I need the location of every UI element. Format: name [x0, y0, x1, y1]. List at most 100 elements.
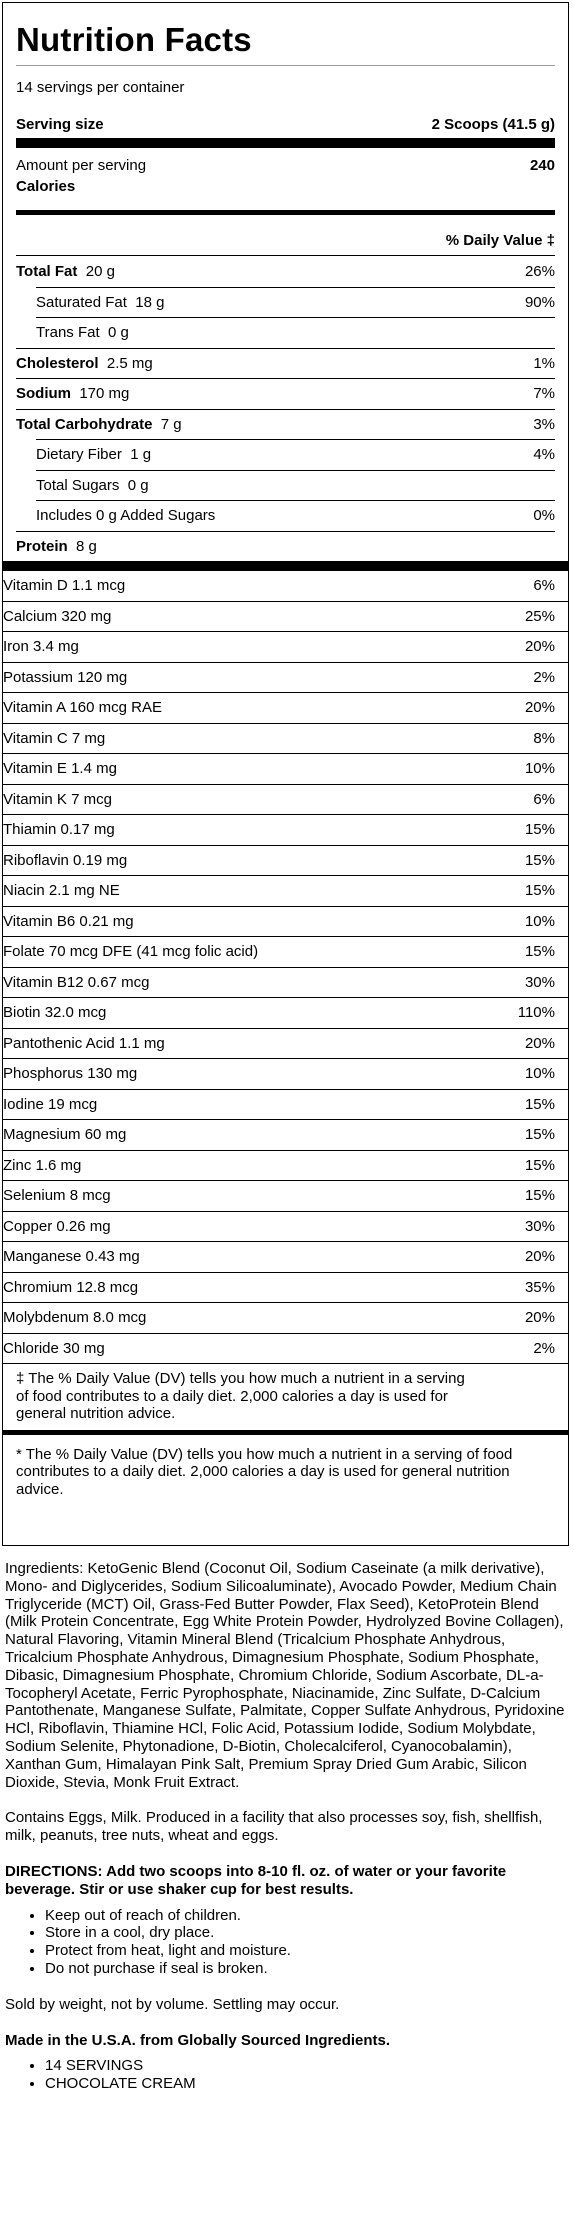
vitamin-daily-value: 20%	[524, 1034, 555, 1052]
vitamin-row: Iodine 19 mcg 15%	[3, 1088, 568, 1120]
vitamin-name: Molybdenum 8.0 mcg	[3, 1309, 147, 1327]
nutrient-row: Protein 8 g	[16, 530, 555, 562]
nutrient-amount: 20 g	[85, 262, 115, 280]
vitamin-daily-value: 20%	[524, 638, 555, 656]
product-info-list: 14 SERVINGSCHOCOLATE CREAM	[45, 2057, 565, 2093]
divider	[16, 138, 555, 148]
footnote-star: * The % Daily Value (DV) tells you how m…	[16, 1445, 513, 1498]
vitamin-name: Vitamin K 7 mcg	[3, 790, 112, 808]
vitamin-daily-value: 20%	[524, 1248, 555, 1266]
vitamin-daily-value: 15%	[524, 943, 555, 961]
vitamin-name: Zinc 1.6 mg	[3, 1156, 82, 1174]
nutrient-name: Trans Fat	[36, 324, 100, 342]
product-info-item: CHOCOLATE CREAM	[45, 2075, 565, 2093]
vitamin-name: Selenium 8 mcg	[3, 1187, 111, 1205]
vitamin-daily-value: 15%	[524, 1156, 555, 1174]
nutrient-row: Sodium 170 mg 7%	[16, 378, 555, 409]
vitamin-name: Vitamin E 1.4 mg	[3, 760, 117, 778]
vitamin-row: Copper 0.26 mg 30%	[3, 1210, 568, 1242]
vitamin-row: Phosphorus 130 mg 10%	[3, 1058, 568, 1089]
nutrient-daily-value: 90%	[524, 293, 555, 311]
nutrient-row: Includes 0 g Added Sugars 0%	[36, 500, 555, 531]
vitamin-daily-value: 6%	[533, 790, 555, 808]
sold-by-text: Sold by weight, not by volume. Settling …	[5, 1995, 340, 2013]
nutrient-row: Total Fat 20 g 26%	[16, 256, 555, 287]
warning-item: Do not purchase if seal is broken.	[45, 1960, 565, 1978]
nutrient-amount: 8 g	[76, 537, 97, 555]
daily-value-header: % Daily Value ‡	[445, 232, 555, 249]
vitamin-daily-value: 25%	[524, 607, 555, 625]
vitamin-row: Thiamin 0.17 mg 15%	[3, 814, 568, 845]
made-in-text: Made in the U.S.A. from Globally Sourced…	[5, 2031, 391, 2049]
vitamin-row: Vitamin E 1.4 mg 10%	[3, 753, 568, 784]
vitamin-daily-value: 2%	[533, 1339, 555, 1357]
warning-item: Protect from heat, light and moisture.	[45, 1942, 565, 1960]
divider	[16, 210, 555, 215]
nutrient-daily-value: 0%	[533, 507, 555, 525]
nutrient-amount: 2.5 mg	[106, 354, 153, 372]
vitamin-daily-value: 30%	[524, 973, 555, 991]
divider	[3, 1363, 568, 1364]
divider	[16, 65, 555, 66]
calories-label: Calories	[16, 178, 76, 195]
vitamin-name: Vitamin B12 0.67 mcg	[3, 973, 150, 991]
vitamin-name: Pantothenic Acid 1.1 mg	[3, 1034, 165, 1052]
vitamin-daily-value: 30%	[524, 1217, 555, 1235]
nutrient-amount: 18 g	[135, 293, 165, 311]
nutrient-name: Saturated Fat	[36, 293, 127, 311]
amount-per-serving: Amount per serving	[16, 157, 147, 174]
vitamin-name: Riboflavin 0.19 mg	[3, 851, 128, 869]
vitamin-row: Vitamin B6 0.21 mg 10%	[3, 905, 568, 937]
vitamin-name: Chromium 12.8 mcg	[3, 1278, 139, 1296]
warnings-list: Keep out of reach of children.Store in a…	[45, 1907, 565, 1978]
nutrient-amount: 0 g	[107, 324, 129, 342]
divider	[3, 561, 568, 571]
nutrient-name: Total Carbohydrate	[16, 415, 153, 433]
vitamin-daily-value: 20%	[524, 699, 555, 717]
vitamin-name: Chloride 30 mg	[3, 1339, 105, 1357]
vitamin-name: Calcium 320 mg	[3, 607, 112, 625]
vitamin-row: Vitamin B12 0.67 mcg 30%	[3, 966, 568, 998]
vitamin-row: Folate 70 mcg DFE (41 mcg folic acid) 15%	[3, 936, 568, 967]
serving-size-value: 2 Scoops (41.5 g)	[431, 116, 555, 133]
nutrient-row: Saturated Fat 18 g 90%	[36, 286, 555, 318]
vitamin-row: Riboflavin 0.19 mg 15%	[3, 844, 568, 876]
vitamin-row: Pantothenic Acid 1.1 mg 20%	[3, 1027, 568, 1059]
vitamin-daily-value: 6%	[533, 576, 555, 594]
vitamin-name: Biotin 32.0 mcg	[3, 1004, 107, 1022]
vitamin-name: Copper 0.26 mg	[3, 1217, 111, 1235]
vitamin-name: Vitamin C 7 mg	[3, 729, 106, 747]
calories-value: 240	[529, 157, 555, 174]
vitamin-row: Niacin 2.1 mg NE 15%	[3, 875, 568, 906]
vitamin-daily-value: 8%	[533, 729, 555, 747]
nutrient-name: Total Fat	[16, 262, 78, 280]
vitamin-name: Iron 3.4 mg	[3, 638, 79, 656]
vitamin-daily-value: 2%	[533, 668, 555, 686]
nutrient-daily-value: 4%	[533, 446, 555, 464]
product-info-item: 14 SERVINGS	[45, 2057, 565, 2075]
vitamin-daily-value: 15%	[524, 1187, 555, 1205]
vitamin-row: Calcium 320 mg 25%	[3, 600, 568, 632]
nutrient-row: Cholesterol 2.5 mg 1%	[16, 347, 555, 379]
nutrition-facts-label: Nutrition Facts 14 servings per containe…	[2, 2, 569, 1546]
nutrient-daily-value: 1%	[533, 354, 555, 372]
vitamin-name: Magnesium 60 mg	[3, 1126, 127, 1144]
servings-per-container: 14 servings per container	[16, 79, 185, 96]
vitamin-daily-value: 15%	[524, 821, 555, 839]
vitamin-row: Vitamin A 160 mcg RAE 20%	[3, 692, 568, 723]
vitamin-name: Iodine 19 mcg	[3, 1095, 98, 1113]
serving-size-row: Serving size 2 Scoops (41.5 g)	[16, 106, 555, 138]
vitamin-row: Vitamin D 1.1 mcg 6%	[3, 570, 568, 601]
vitamin-daily-value: 10%	[524, 912, 555, 930]
vitamin-daily-value: 35%	[524, 1278, 555, 1296]
vitamin-name: Vitamin A 160 mcg RAE	[3, 699, 162, 717]
ingredients-text: Ingredients: KetoGenic Blend (Coconut Oi…	[5, 1560, 565, 1791]
nutrient-name: Protein	[16, 537, 68, 555]
nutrient-row: Total Sugars 0 g	[36, 469, 555, 501]
vitamin-row: Iron 3.4 mg 20%	[3, 631, 568, 662]
nutrient-amount: 170 mg	[79, 385, 130, 403]
nutrient-name: Sodium	[16, 385, 71, 403]
vitamin-daily-value: 110%	[517, 1004, 555, 1022]
vitamin-row: Manganese 0.43 mg 20%	[3, 1241, 568, 1272]
vitamin-daily-value: 10%	[524, 760, 555, 778]
